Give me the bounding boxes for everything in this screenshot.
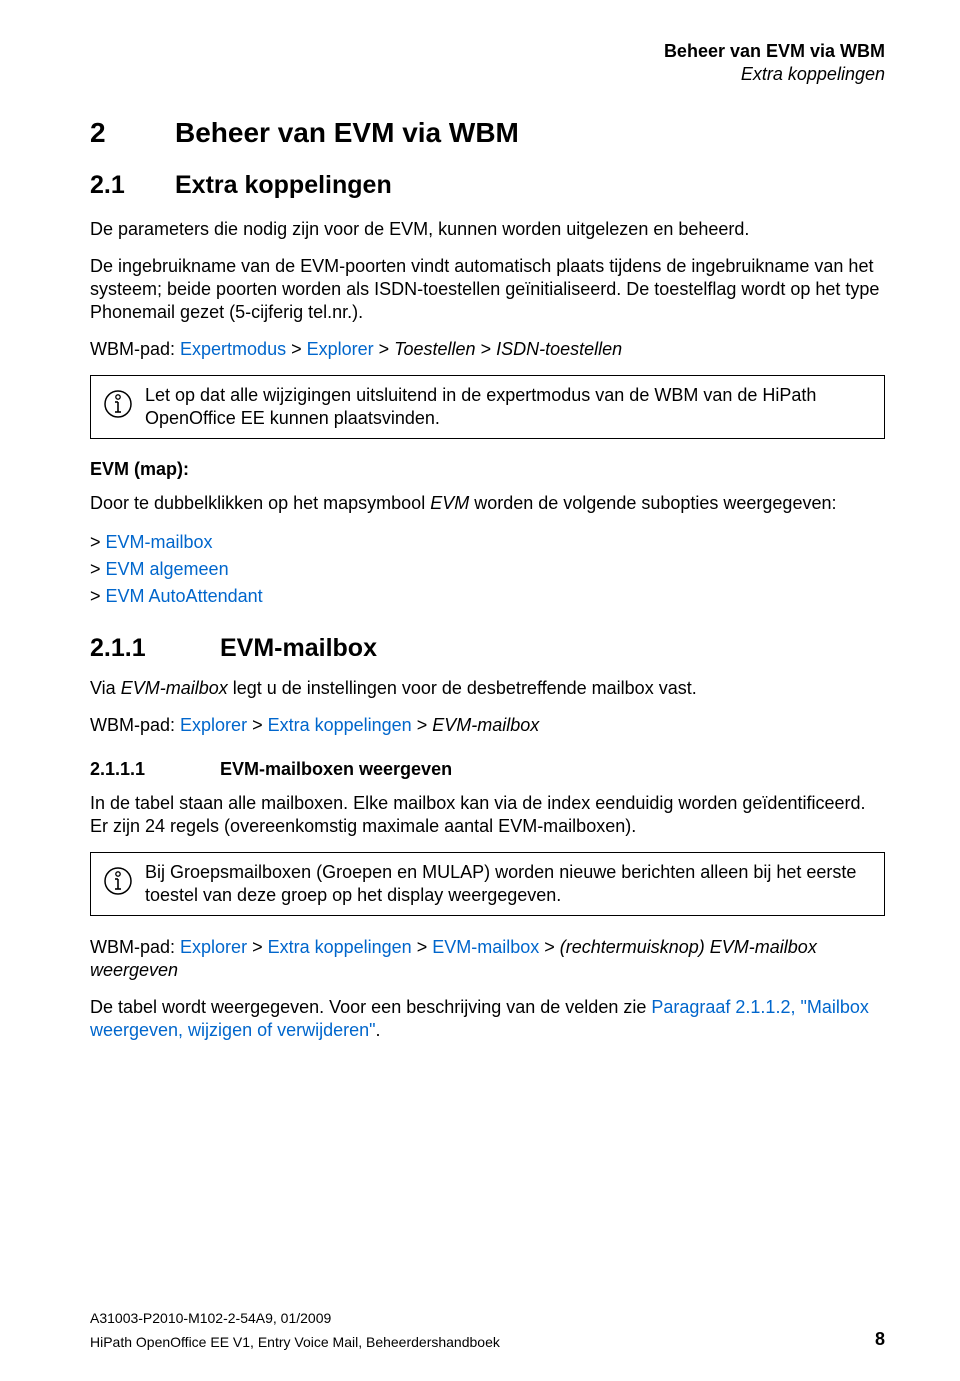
header-line-1: Beheer van EVM via WBM <box>90 40 885 63</box>
list-item: > EVM algemeen <box>90 556 885 583</box>
path-segment: ISDN-toestellen <box>496 339 622 359</box>
heading-1-title: Beheer van EVM via WBM <box>175 117 519 148</box>
heading-3: 2.1.1EVM-mailbox <box>90 634 885 663</box>
wbm-prefix: WBM-pad: <box>90 715 180 735</box>
heading-2: 2.1Extra koppelingen <box>90 171 885 200</box>
paragraph: Via EVM-mailbox legt u de instellingen v… <box>90 677 885 700</box>
term-evm: EVM <box>430 493 469 513</box>
link-extra-koppelingen[interactable]: Extra koppelingen <box>268 937 412 957</box>
wbm-path: WBM-pad: Explorer > Extra koppelingen > … <box>90 714 885 737</box>
list-item: > EVM-mailbox <box>90 529 885 556</box>
link-explorer[interactable]: Explorer <box>180 715 247 735</box>
paragraph: De tabel wordt weergegeven. Voor een bes… <box>90 996 885 1042</box>
suboption-list: > EVM-mailbox > EVM algemeen > EVM AutoA… <box>90 529 885 610</box>
paragraph: In de tabel staan alle mailboxen. Elke m… <box>90 792 885 838</box>
heading-4-title: EVM-mailboxen weergeven <box>220 759 452 779</box>
heading-4: 2.1.1.1EVM-mailboxen weergeven <box>90 759 885 780</box>
wbm-prefix: WBM-pad: <box>90 937 180 957</box>
paragraph: De ingebruikname van de EVM-poorten vind… <box>90 255 885 324</box>
heading-3-title: EVM-mailbox <box>220 634 377 662</box>
path-segment: EVM-mailbox <box>432 715 539 735</box>
header-line-2: Extra koppelingen <box>90 63 885 86</box>
info-icon <box>103 863 133 899</box>
running-header: Beheer van EVM via WBM Extra koppelingen <box>90 40 885 87</box>
heading-2-number: 2.1 <box>90 171 175 200</box>
wbm-path: WBM-pad: Expertmodus > Explorer > Toeste… <box>90 338 885 361</box>
link-evm-mailbox[interactable]: EVM-mailbox <box>432 937 539 957</box>
info-box: Bij Groepsmailboxen (Groepen en MULAP) w… <box>90 852 885 916</box>
path-segment: Toestellen <box>394 339 475 359</box>
page-number: 8 <box>875 1328 885 1351</box>
info-icon <box>103 386 133 422</box>
paragraph: Door te dubbelklikken op het mapsymbool … <box>90 492 885 515</box>
paragraph: De parameters die nodig zijn voor de EVM… <box>90 218 885 241</box>
link-evm-algemeen[interactable]: EVM algemeen <box>106 559 229 579</box>
heading-1-number: 2 <box>90 117 175 149</box>
heading-3-number: 2.1.1 <box>90 634 220 663</box>
heading-4-number: 2.1.1.1 <box>90 759 220 780</box>
link-expertmodus[interactable]: Expertmodus <box>180 339 286 359</box>
term-evm-mailbox: EVM-mailbox <box>121 678 228 698</box>
footer-doc-id: A31003-P2010-M102-2-54A9, 01/2009 <box>90 1309 885 1327</box>
footer-doc-title: HiPath OpenOffice EE V1, Entry Voice Mai… <box>90 1333 500 1351</box>
link-evm-autoattendant[interactable]: EVM AutoAttendant <box>106 586 263 606</box>
document-page: Beheer van EVM via WBM Extra koppelingen… <box>0 0 960 1381</box>
info-box: Let op dat alle wijzigingen uitsluitend … <box>90 375 885 439</box>
page-footer: A31003-P2010-M102-2-54A9, 01/2009 HiPath… <box>90 1309 885 1351</box>
wbm-prefix: WBM-pad: <box>90 339 180 359</box>
evm-map-label: EVM (map): <box>90 459 885 480</box>
wbm-path: WBM-pad: Explorer > Extra koppelingen > … <box>90 936 885 982</box>
link-evm-mailbox[interactable]: EVM-mailbox <box>106 532 213 552</box>
heading-1: 2Beheer van EVM via WBM <box>90 117 885 149</box>
list-item: > EVM AutoAttendant <box>90 583 885 610</box>
link-extra-koppelingen[interactable]: Extra koppelingen <box>268 715 412 735</box>
info-text: Let op dat alle wijzigingen uitsluitend … <box>145 384 872 430</box>
heading-2-title: Extra koppelingen <box>175 171 392 199</box>
link-explorer[interactable]: Explorer <box>307 339 374 359</box>
info-text: Bij Groepsmailboxen (Groepen en MULAP) w… <box>145 861 872 907</box>
link-explorer[interactable]: Explorer <box>180 937 247 957</box>
